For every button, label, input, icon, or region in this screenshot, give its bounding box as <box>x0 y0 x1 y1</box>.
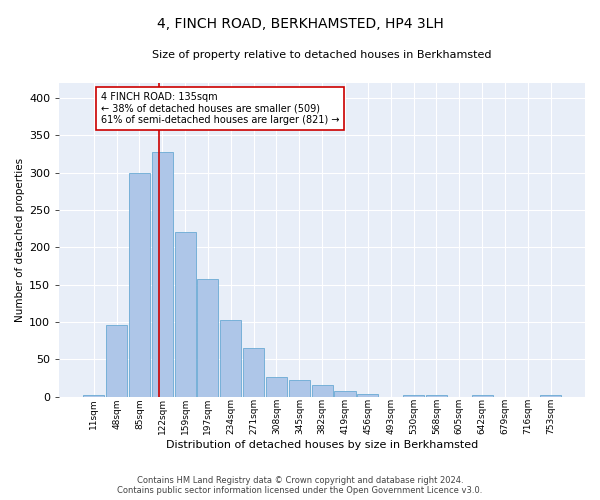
Title: Size of property relative to detached houses in Berkhamsted: Size of property relative to detached ho… <box>152 50 492 60</box>
Bar <box>243 348 264 397</box>
Bar <box>358 394 379 396</box>
Bar <box>311 386 332 396</box>
Bar <box>289 380 310 396</box>
Bar <box>540 395 561 396</box>
Text: Contains HM Land Registry data © Crown copyright and database right 2024.
Contai: Contains HM Land Registry data © Crown c… <box>118 476 482 495</box>
Bar <box>152 152 173 396</box>
Bar <box>403 395 424 396</box>
Bar <box>266 376 287 396</box>
Text: 4, FINCH ROAD, BERKHAMSTED, HP4 3LH: 4, FINCH ROAD, BERKHAMSTED, HP4 3LH <box>157 18 443 32</box>
X-axis label: Distribution of detached houses by size in Berkhamsted: Distribution of detached houses by size … <box>166 440 478 450</box>
Bar <box>472 395 493 396</box>
Bar <box>106 325 127 396</box>
Bar <box>426 395 447 396</box>
Bar <box>220 320 241 396</box>
Bar <box>334 390 356 396</box>
Text: 4 FINCH ROAD: 135sqm
← 38% of detached houses are smaller (509)
61% of semi-deta: 4 FINCH ROAD: 135sqm ← 38% of detached h… <box>101 92 339 125</box>
Bar <box>129 172 150 396</box>
Y-axis label: Number of detached properties: Number of detached properties <box>15 158 25 322</box>
Bar <box>83 395 104 396</box>
Bar <box>175 232 196 396</box>
Bar <box>197 278 218 396</box>
